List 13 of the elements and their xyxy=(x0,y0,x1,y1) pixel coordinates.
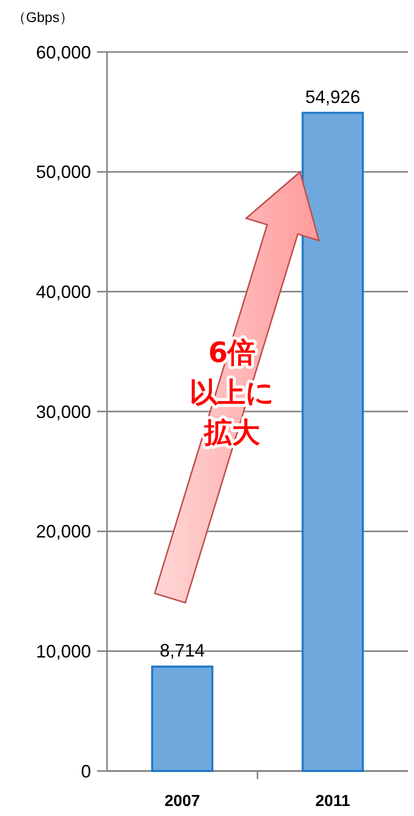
y-tick-label: 30,000 xyxy=(36,402,91,422)
y-tick-label: 0 xyxy=(80,761,91,782)
y-axis-title: （Gbps） xyxy=(12,9,74,25)
y-tick-label: 10,000 xyxy=(36,641,91,662)
y-tick-label: 20,000 xyxy=(36,522,91,542)
annotation: 6倍 xyxy=(208,336,256,369)
x-tick-label: 2007 xyxy=(164,793,200,810)
data-label: 8,714 xyxy=(160,640,205,661)
x-tick-label: 2011 xyxy=(315,793,350,810)
y-tick-label: 60,000 xyxy=(36,42,91,62)
y-tick-label: 50,000 xyxy=(36,162,91,182)
data-label: 54,926 xyxy=(305,86,360,107)
y-tick-label: 40,000 xyxy=(36,282,91,302)
